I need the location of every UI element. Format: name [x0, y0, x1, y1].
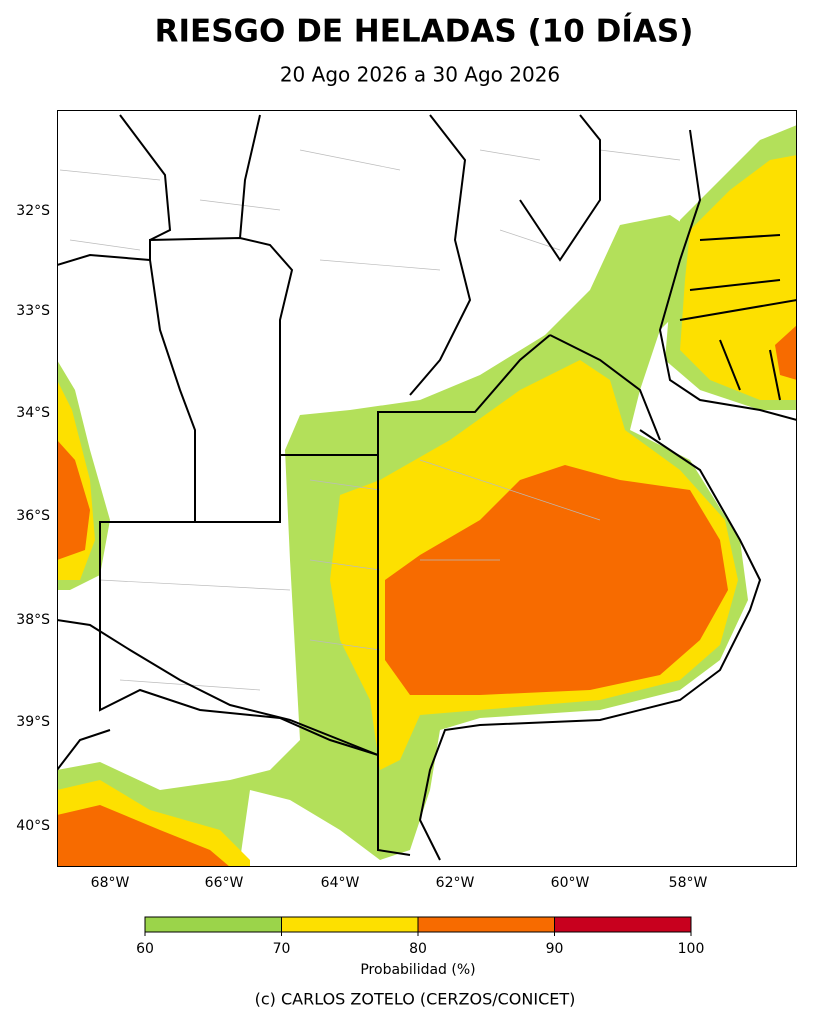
lat-label: 39°S — [16, 714, 50, 730]
map — [57, 110, 797, 867]
credit: (c) CARLOS ZOTELO (CERZOS/CONICET) — [255, 990, 576, 1009]
colorbar-tick-label: 70 — [273, 941, 291, 957]
lon-label: 64°W — [321, 875, 360, 891]
colorbar-tick-label: 60 — [136, 941, 154, 957]
title: RIESGO DE HELADAS (10 DÍAS) — [155, 14, 694, 50]
colorbar-segment — [554, 917, 691, 932]
lat-label: 36°S — [16, 508, 50, 524]
colorbar-segment — [281, 917, 418, 932]
lat-label: 34°S — [16, 405, 50, 421]
map-labels: 32°S 33°S 34°S 36°S 38°S 39°S 40°S 68°W 66°W 64°W… — [16, 203, 707, 891]
colorbar-segment — [145, 917, 282, 932]
colorbar: 60 70 80 90 100 — [136, 916, 705, 957]
colorbar-tick-label: 100 — [678, 941, 705, 957]
lon-label: 62°W — [436, 875, 475, 891]
lat-label: 40°S — [16, 818, 50, 834]
lon-label: 58°W — [669, 875, 708, 891]
lon-label: 66°W — [205, 875, 244, 891]
lat-label: 38°S — [16, 612, 50, 628]
colorbar-tick-label: 90 — [546, 941, 564, 957]
colorbar-label: Probabilidad (%) — [360, 962, 475, 978]
lon-label: 60°W — [551, 875, 590, 891]
colorbar-segment — [418, 917, 555, 932]
subtitle: 20 Ago 2026 a 30 Ago 2026 — [280, 63, 560, 87]
lat-label: 33°S — [16, 303, 50, 319]
lat-label: 32°S — [16, 203, 50, 219]
colorbar-tick-label: 80 — [409, 941, 427, 957]
lon-label: 68°W — [91, 875, 130, 891]
